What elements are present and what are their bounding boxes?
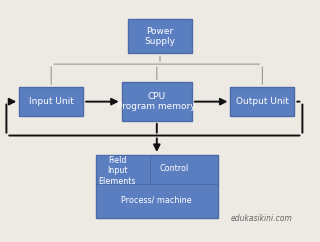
Text: CPU
Program memory: CPU Program memory bbox=[117, 92, 196, 111]
Text: Field
Input
Elements: Field Input Elements bbox=[98, 156, 136, 186]
Text: Process/ machine: Process/ machine bbox=[122, 196, 192, 205]
FancyBboxPatch shape bbox=[19, 87, 83, 116]
Text: Output Unit: Output Unit bbox=[236, 97, 289, 106]
FancyBboxPatch shape bbox=[128, 19, 192, 53]
Text: Power
Supply: Power Supply bbox=[145, 27, 175, 46]
FancyBboxPatch shape bbox=[230, 87, 294, 116]
Text: Input Unit: Input Unit bbox=[29, 97, 74, 106]
Text: Control: Control bbox=[160, 164, 189, 173]
FancyBboxPatch shape bbox=[96, 155, 218, 218]
Text: edukasikini.com: edukasikini.com bbox=[230, 214, 292, 223]
FancyBboxPatch shape bbox=[122, 82, 192, 121]
